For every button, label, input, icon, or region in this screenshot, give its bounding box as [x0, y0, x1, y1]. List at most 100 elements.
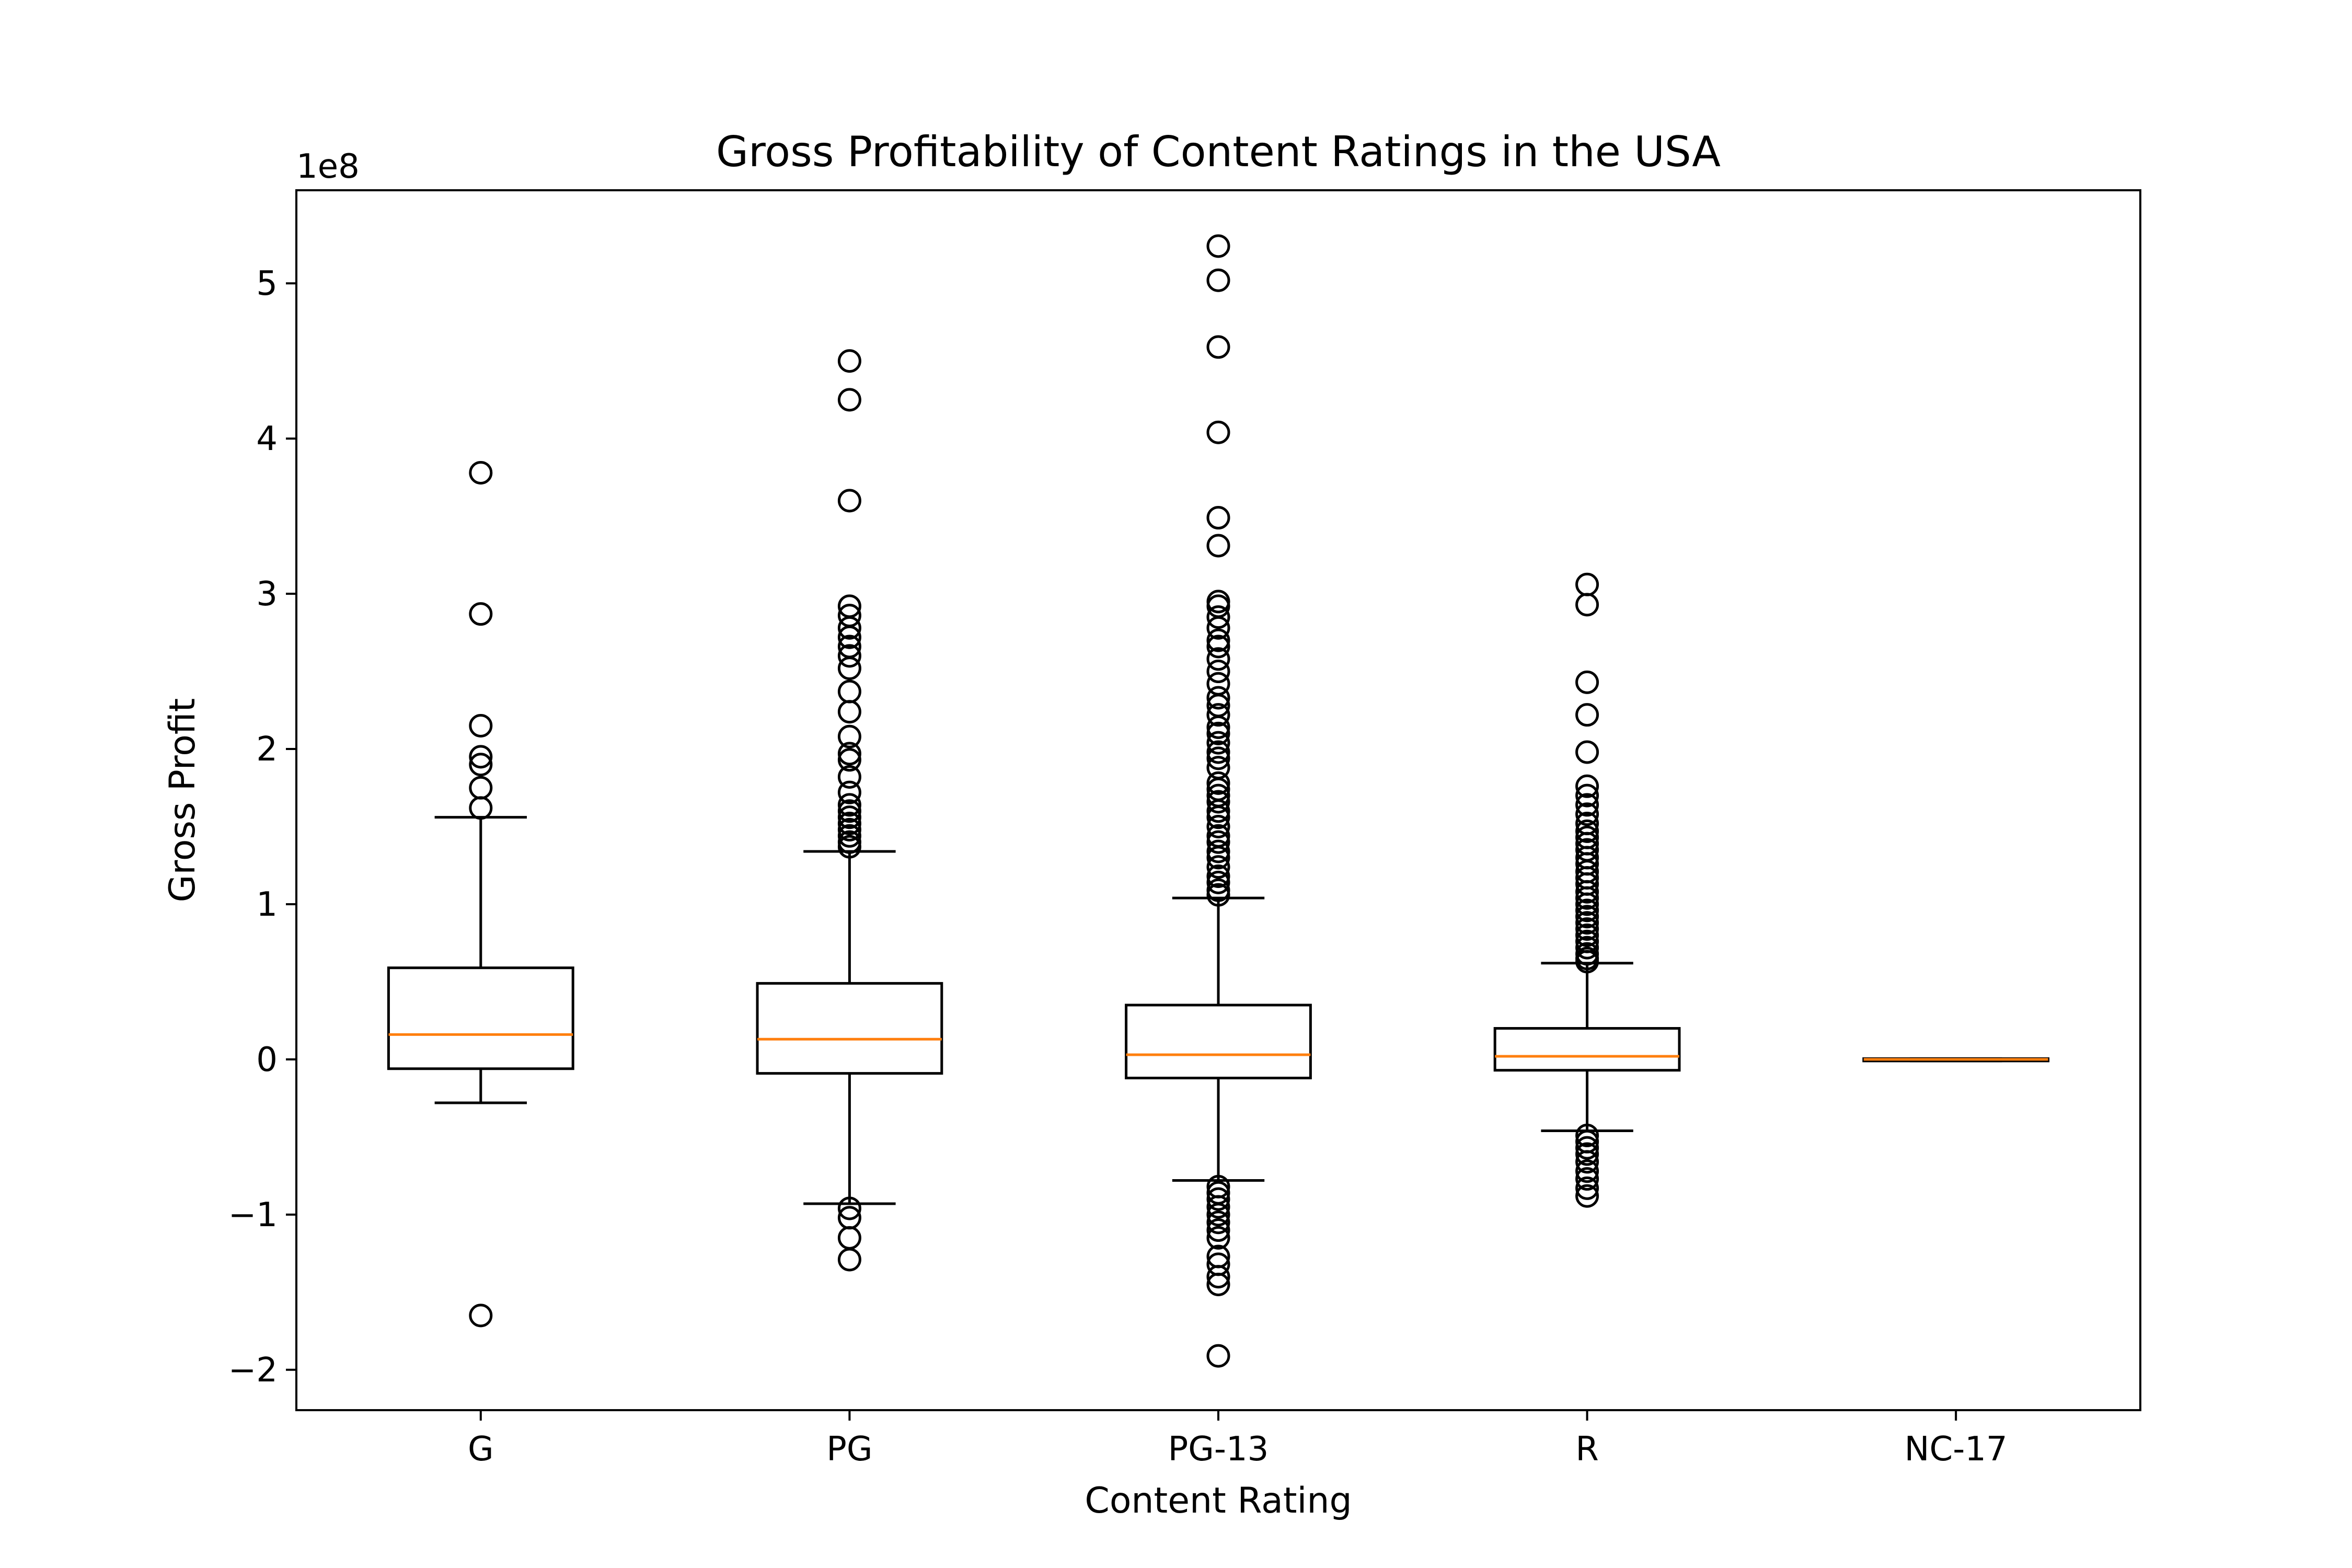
outlier-point [837, 765, 861, 789]
x-axis-label: Content Rating [1085, 1480, 1352, 1521]
outlier-point [1206, 534, 1230, 558]
outlier-point [469, 753, 493, 777]
outlier-point [837, 799, 861, 823]
outlier-point [1575, 950, 1599, 974]
outlier-point [469, 713, 493, 737]
outlier-point [837, 700, 861, 724]
outlier-point [1206, 506, 1230, 530]
outlier-point [1206, 1195, 1230, 1219]
outlier-point [1206, 1226, 1230, 1250]
outlier-point [1206, 855, 1230, 879]
box-group-r [1493, 572, 1681, 1208]
outlier-point [837, 812, 861, 836]
outlier-point [1575, 880, 1599, 904]
outlier-point [1206, 870, 1230, 894]
outlier-point [837, 805, 861, 829]
outlier-point [1206, 731, 1230, 755]
outlier-point [469, 460, 493, 485]
outlier-point [837, 835, 861, 859]
outlier-point [1575, 1142, 1599, 1166]
outlier-point [837, 644, 861, 668]
outlier-point [1575, 936, 1599, 960]
outlier-point [1206, 805, 1230, 829]
outlier-point [1575, 1159, 1599, 1183]
outlier-point [1575, 892, 1599, 916]
outlier-point [837, 1248, 861, 1272]
outlier-point [1575, 923, 1599, 947]
outlier-point [1206, 746, 1230, 770]
y-tick-label: 0 [256, 1041, 278, 1079]
outlier-point [837, 742, 861, 766]
iqr-box [1125, 1004, 1312, 1080]
outlier-point [837, 616, 861, 640]
outlier-point [837, 625, 861, 649]
outlier-point [1575, 917, 1599, 941]
outlier-point [1206, 839, 1230, 863]
x-tick-label: R [1575, 1430, 1598, 1469]
outlier-point [1206, 1218, 1230, 1242]
outlier-point [1206, 686, 1230, 710]
outlier-point [1206, 703, 1230, 727]
outlier-point [1206, 771, 1230, 795]
outlier-point [1575, 740, 1599, 764]
y-tick-label: −2 [228, 1351, 278, 1390]
outlier-point [837, 388, 861, 412]
outlier-point [1206, 616, 1230, 640]
outlier-point [1575, 886, 1599, 910]
outlier-point [1575, 593, 1599, 617]
outlier-point [1206, 1265, 1230, 1289]
outlier-point [1206, 721, 1230, 745]
outlier-point [1575, 819, 1599, 843]
outlier-point [837, 349, 861, 373]
outlier-point [1206, 234, 1230, 258]
box-group-nc-17 [1862, 1057, 2050, 1063]
outlier-point [1206, 335, 1230, 359]
outlier-point [1206, 1344, 1230, 1368]
chart-title: Gross Profitability of Content Ratings i… [716, 128, 1721, 176]
outlier-point [1206, 605, 1230, 629]
outlier-point [1575, 898, 1599, 923]
outlier-point [1206, 1203, 1230, 1227]
outlier-point [1206, 268, 1230, 292]
outlier-point [1206, 420, 1230, 444]
outlier-point [837, 724, 861, 748]
outlier-point [837, 824, 861, 848]
outlier-point [837, 1196, 861, 1220]
iqr-box [387, 966, 574, 1070]
x-axis-ticks: G PG PG-13 R NC-17 [468, 1410, 2008, 1469]
outlier-point [1206, 799, 1230, 823]
outlier-point [1206, 830, 1230, 854]
y-axis-label: Gross Profit [162, 698, 203, 903]
y-tick-label: 1 [256, 885, 278, 924]
outlier-point [469, 745, 493, 769]
outlier-point [469, 1304, 493, 1328]
outlier-point [1575, 1176, 1599, 1200]
y-tick-label: 2 [256, 730, 278, 769]
outlier-point [1206, 846, 1230, 870]
outlier-point [1206, 814, 1230, 838]
outlier-point [837, 780, 861, 804]
y-tick-label: 3 [256, 575, 278, 614]
outlier-point [1206, 715, 1230, 739]
outlier-point [1206, 790, 1230, 814]
iqr-box [756, 982, 943, 1075]
outlier-point [1575, 905, 1599, 929]
outlier-point [1575, 793, 1599, 817]
iqr-box [1493, 1027, 1681, 1072]
outlier-point [1206, 647, 1230, 671]
outlier-point [1575, 774, 1599, 798]
outlier-point [1575, 1167, 1599, 1191]
outlier-point [1575, 1136, 1599, 1160]
x-tick-label: G [468, 1430, 494, 1469]
y-tick-label: 4 [256, 420, 278, 458]
outlier-point [1206, 1210, 1230, 1235]
outlier-point [1206, 660, 1230, 684]
plot-area [387, 234, 2050, 1368]
outlier-point [1575, 1184, 1599, 1208]
outlier-point [1206, 628, 1230, 652]
y-tick-label: 5 [256, 264, 278, 303]
outlier-point [837, 793, 861, 817]
outlier-point [1206, 635, 1230, 659]
